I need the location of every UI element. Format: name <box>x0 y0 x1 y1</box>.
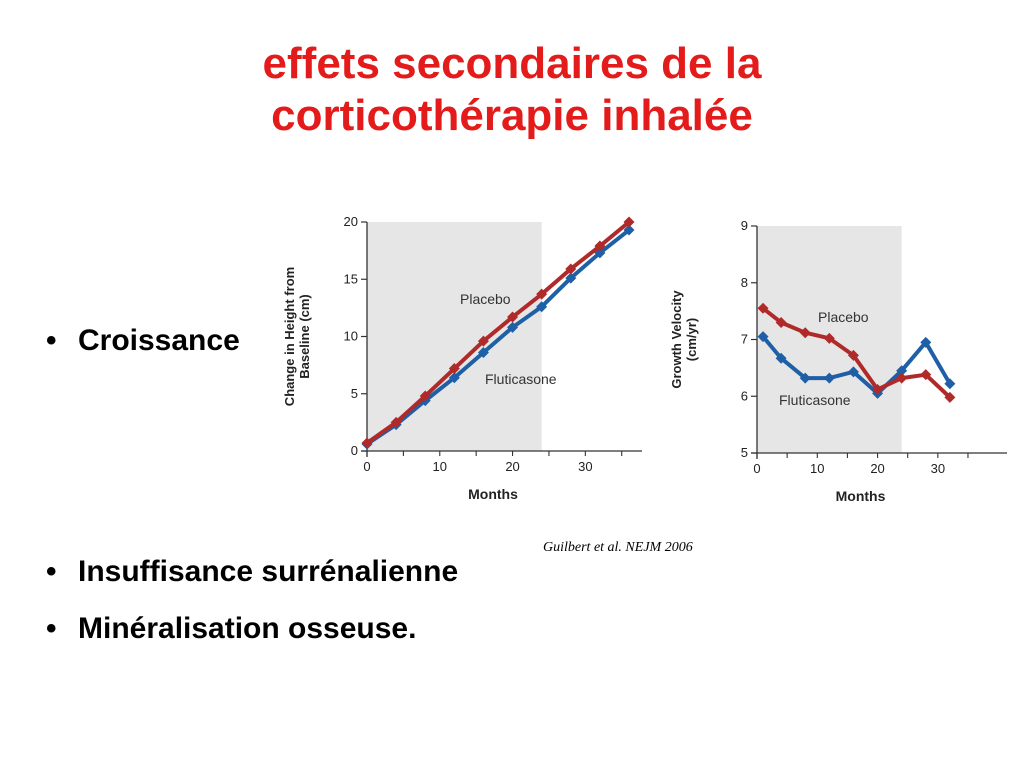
x-tick-label: 10 <box>433 459 447 474</box>
data-point-fluticasone <box>823 372 835 384</box>
data-point-fluticasone <box>623 224 635 236</box>
x-axis-label: Months <box>468 486 518 502</box>
data-point-fluticasone <box>507 321 519 333</box>
data-point-placebo <box>507 311 519 323</box>
bullet-croissance: • Croissance <box>46 324 240 358</box>
data-point-fluticasone <box>448 372 460 384</box>
y-tick-label: 9 <box>741 218 748 233</box>
bullet-marker: • <box>46 324 57 357</box>
data-point-fluticasone <box>565 272 577 284</box>
bullet-mineralisation: • Minéralisation osseuse. <box>46 612 416 646</box>
x-tick-label: 20 <box>505 459 519 474</box>
data-point-fluticasone <box>896 365 908 377</box>
data-point-placebo <box>896 372 908 384</box>
x-axis-label: Months <box>836 488 886 504</box>
data-point-placebo <box>419 390 431 402</box>
citation: Guilbert et al. NEJM 2006 <box>543 540 693 555</box>
slide-title: effets secondaires de la corticothérapie… <box>0 38 1024 142</box>
bullet-marker: • <box>46 612 57 645</box>
data-point-placebo <box>448 363 460 375</box>
y-axis-label-line1: Change in Height from <box>282 267 297 406</box>
shaded-treatment-period <box>367 222 542 451</box>
data-point-fluticasone <box>799 372 811 384</box>
data-point-placebo <box>594 240 606 252</box>
data-point-placebo <box>823 332 835 344</box>
data-point-fluticasone <box>536 301 548 313</box>
data-point-placebo <box>847 349 859 361</box>
x-tick-label: 10 <box>810 461 824 476</box>
data-point-fluticasone <box>847 366 859 378</box>
x-tick-label: 30 <box>931 461 945 476</box>
y-tick-label: 10 <box>344 329 358 344</box>
y-tick-label: 7 <box>741 332 748 347</box>
y-tick-label: 6 <box>741 388 748 403</box>
bullet-text: Croissance <box>78 324 240 357</box>
data-point-fluticasone <box>944 378 956 390</box>
y-tick-label: 15 <box>344 271 358 286</box>
data-point-fluticasone <box>775 352 787 364</box>
x-tick-label: 0 <box>753 461 760 476</box>
data-point-placebo <box>477 335 489 347</box>
y-axis-label-line1: Growth Velocity <box>669 290 684 389</box>
series-line-fluticasone <box>365 228 631 446</box>
data-point-fluticasone <box>757 331 769 343</box>
data-point-placebo <box>872 383 884 395</box>
data-point-placebo <box>361 437 373 449</box>
y-axis-label-line2: (cm/yr) <box>684 318 699 361</box>
y-tick-label: 8 <box>741 275 748 290</box>
bullet-insuffisance: • Insuffisance surrénalienne <box>46 555 458 589</box>
title-line-1: effets secondaires de la <box>262 39 762 88</box>
chart-height-change: 0 5 10 15 20 0 10 20 30 Months Change in Height fr… <box>282 214 642 502</box>
bullet-text: Insuffisance surrénalienne <box>78 555 459 588</box>
data-point-placebo <box>536 288 548 300</box>
y-axis-label-line2: Baseline (cm) <box>297 294 312 379</box>
title-line-2: corticothérapie inhalée <box>271 91 753 140</box>
data-point-placebo <box>390 416 402 428</box>
data-point-placebo <box>757 302 769 314</box>
y-tick-label: 20 <box>344 214 358 229</box>
chart-growth-velocity: 5 6 7 8 9 0 10 20 30 Months Growth Velocity (cm/yr)… <box>669 218 1007 504</box>
y-tick-label: 0 <box>351 443 358 458</box>
data-point-placebo <box>565 263 577 275</box>
series-label-fluticasone: Fluticasone <box>779 392 851 408</box>
data-point-placebo <box>920 369 932 381</box>
series-label-placebo: Placebo <box>818 309 869 325</box>
series-label-fluticasone: Fluticasone <box>485 371 557 387</box>
y-tick-label: 5 <box>741 445 748 460</box>
data-point-placebo <box>623 216 635 228</box>
data-point-fluticasone <box>920 336 932 348</box>
data-point-placebo <box>799 327 811 339</box>
y-tick-label: 5 <box>351 386 358 401</box>
x-tick-label: 20 <box>870 461 884 476</box>
bullet-text: Minéralisation osseuse. <box>78 612 417 645</box>
data-point-placebo <box>944 391 956 403</box>
data-point-placebo <box>775 316 787 328</box>
x-tick-label: 0 <box>363 459 370 474</box>
bullet-marker: • <box>46 555 57 588</box>
series-line-placebo <box>365 220 631 445</box>
x-tick-label: 30 <box>578 459 592 474</box>
series-label-placebo: Placebo <box>460 291 511 307</box>
data-point-fluticasone <box>477 347 489 359</box>
